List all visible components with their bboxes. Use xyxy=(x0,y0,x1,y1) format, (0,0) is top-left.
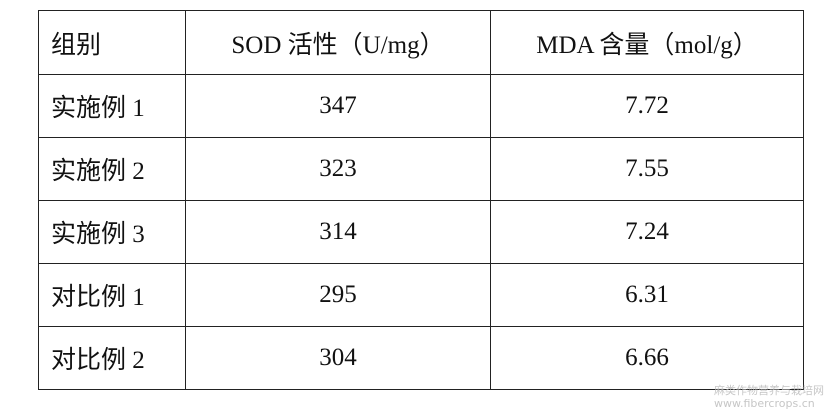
row-label: 实施例 2 xyxy=(38,137,186,201)
value-cell: 347 xyxy=(185,74,491,138)
data-table: 组别 SOD 活性（U/mg） MDA 含量（mol/g） 实施例 1 347 7.72 实… xyxy=(38,10,804,390)
table-row: 实施例 3 314 7.24 xyxy=(38,200,804,264)
header-cell: SOD 活性（U/mg） xyxy=(185,10,491,75)
table-row: 对比例 2 304 6.66 xyxy=(38,326,804,390)
value-cell: 295 xyxy=(185,263,491,327)
value-cell: 304 xyxy=(185,326,491,390)
value-cell: 6.31 xyxy=(490,263,804,327)
table-body: 组别 SOD 活性（U/mg） MDA 含量（mol/g） 实施例 1 347 7.72 实… xyxy=(38,10,804,390)
row-label: 对比例 1 xyxy=(38,263,186,327)
watermark-line: www.fibercrops.cn xyxy=(714,397,815,410)
header-row: 组别 SOD 活性（U/mg） MDA 含量（mol/g） xyxy=(38,10,804,75)
table-row: 实施例 2 323 7.55 xyxy=(38,137,804,201)
value-cell: 314 xyxy=(185,200,491,264)
header-cell: MDA 含量（mol/g） xyxy=(490,10,804,75)
value-cell: 6.66 xyxy=(490,326,804,390)
row-label: 实施例 3 xyxy=(38,200,186,264)
watermark-line: 麻类作物营养与栽培网 xyxy=(714,384,824,397)
row-label: 对比例 2 xyxy=(38,326,186,390)
value-cell: 7.55 xyxy=(490,137,804,201)
header-cell: 组别 xyxy=(38,10,186,75)
row-label: 实施例 1 xyxy=(38,74,186,138)
value-cell: 323 xyxy=(185,137,491,201)
value-cell: 7.24 xyxy=(490,200,804,264)
table-row: 对比例 1 295 6.31 xyxy=(38,263,804,327)
table-row: 实施例 1 347 7.72 xyxy=(38,74,804,138)
watermark: 麻类作物营养与栽培网 www.fibercrops.cn xyxy=(714,384,824,410)
value-cell: 7.72 xyxy=(490,74,804,138)
